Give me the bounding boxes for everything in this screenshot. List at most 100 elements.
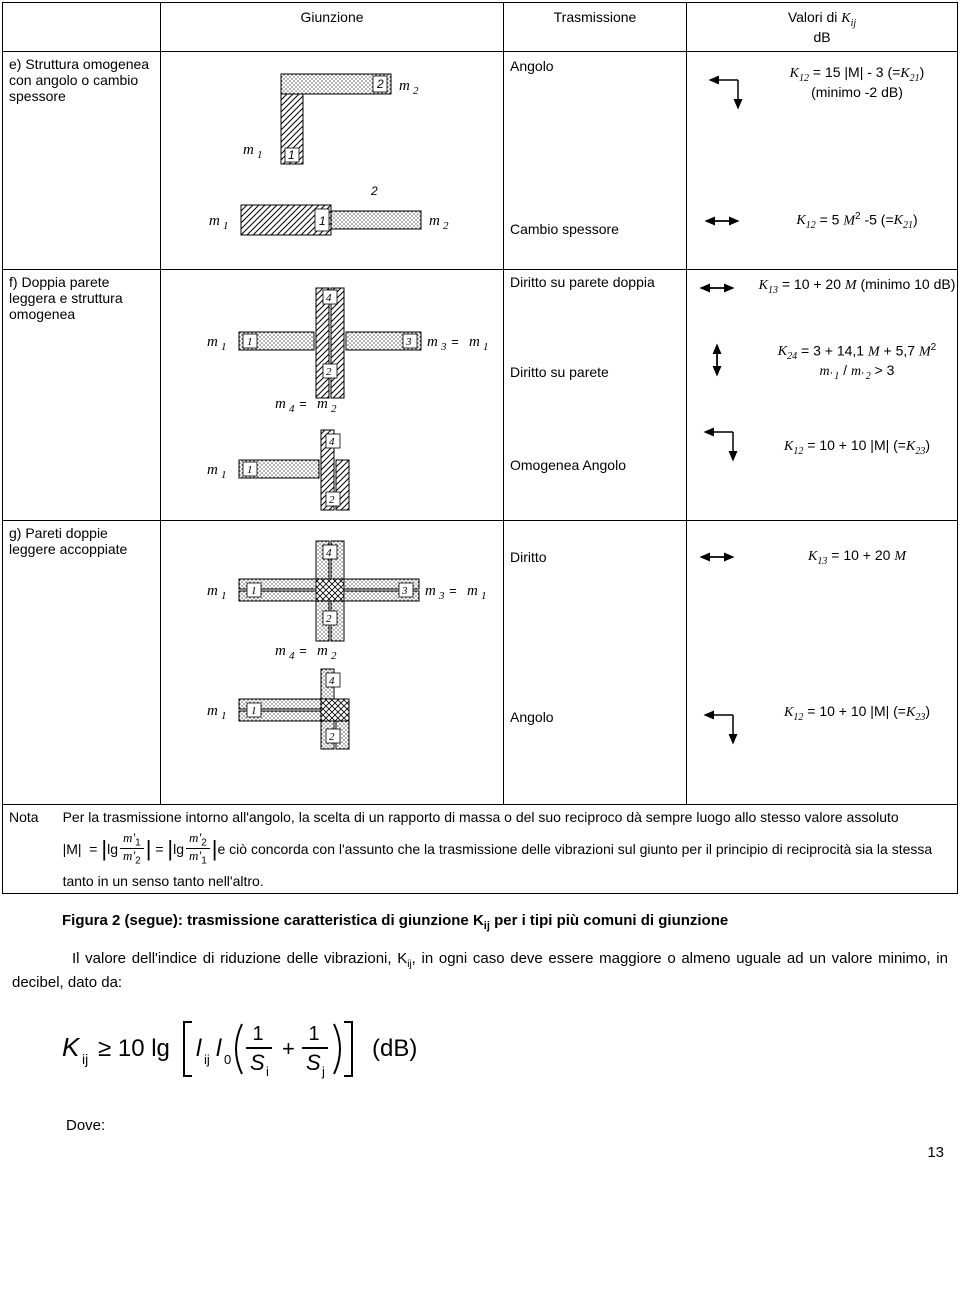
- svg-text:4: 4: [326, 547, 332, 559]
- svg-text:l: l: [196, 1035, 202, 1062]
- row-f: f) Doppia parete leggera e struttura omo…: [3, 269, 958, 520]
- svg-text:4: 4: [329, 436, 335, 448]
- svg-text:4: 4: [329, 675, 335, 687]
- header-blank: [3, 3, 161, 52]
- diagram-g-angle: 4 2 1 m1: [161, 661, 503, 756]
- svg-text:1: 1: [221, 710, 227, 722]
- body-paragraph: Il valore dell'indice di riduzione delle…: [12, 948, 948, 995]
- val-g-1: K13 = 10 + 20 M: [757, 547, 957, 567]
- svg-text:1: 1: [221, 469, 227, 481]
- arrow-angle-icon: [687, 703, 757, 756]
- svg-text:=: =: [449, 583, 457, 598]
- equation-kij: K ij ≥ 10 lg l ij l 0 1 S i + 1 S j (dB): [62, 1014, 958, 1087]
- svg-text:m: m: [275, 643, 286, 659]
- svg-text:m: m: [209, 213, 220, 229]
- svg-text:1: 1: [481, 590, 487, 602]
- val-f-2: K24 = 3 + 14,1 M + 5,7 M2 m' 1 / m' 2 > …: [757, 342, 957, 382]
- svg-text:m: m: [207, 334, 218, 350]
- svg-text:m: m: [427, 334, 438, 350]
- svg-text:m: m: [317, 643, 328, 659]
- row-e-label: e) Struttura omogenea con angolo o cambi…: [3, 51, 161, 269]
- arrow-updown-icon: [687, 335, 757, 388]
- trans-e-cambio: Cambio spessore: [504, 189, 686, 269]
- junction-table: Giunzione Trasmissione Valori di Kij dB …: [2, 2, 958, 894]
- val-e-cambio: K12 = 5 M2 -5 (=K21): [757, 211, 957, 231]
- diagram-f-angle: 4 2 1 m1: [161, 420, 503, 520]
- val-f-1: K13 = 10 + 20 M (minimo 10 dB): [757, 272, 957, 296]
- svg-text:i: i: [266, 1064, 269, 1079]
- svg-text:1: 1: [221, 590, 227, 602]
- svg-text:1: 1: [288, 148, 295, 162]
- svg-text:j: j: [321, 1064, 325, 1079]
- arrow-straight-icon: [687, 211, 757, 231]
- diagram-f-cross: 4 2 1 3 m1 m3 = m1 m4 = m2: [161, 270, 503, 420]
- svg-text:4: 4: [326, 292, 332, 304]
- svg-text:m: m: [317, 396, 328, 412]
- svg-text:2: 2: [329, 494, 335, 506]
- page-number: 13: [2, 1144, 944, 1161]
- trans-f-2: Diritto su parete: [504, 333, 686, 411]
- svg-text:ij: ij: [82, 1051, 88, 1067]
- svg-text:1: 1: [251, 705, 257, 717]
- svg-text:S: S: [306, 1050, 321, 1075]
- arrow-angle-icon: [687, 420, 757, 473]
- row-e: e) Struttura omogenea con angolo o cambi…: [3, 51, 958, 269]
- nota-cell: Nota Per la trasmissione intorno all'ang…: [3, 804, 958, 893]
- svg-text:S: S: [250, 1050, 265, 1075]
- svg-text:1: 1: [251, 585, 257, 597]
- svg-text:2: 2: [413, 85, 419, 97]
- val-e-angolo: K12 = 15 |M| - 3 (=K21) (minimo -2 dB): [757, 56, 957, 100]
- svg-text:2: 2: [326, 366, 332, 378]
- svg-text:1: 1: [247, 464, 253, 476]
- row-g-label: g) Pareti doppie leggere accoppiate: [3, 520, 161, 804]
- svg-text:≥ 10 lg: ≥ 10 lg: [98, 1035, 170, 1062]
- trans-f-1: Diritto su parete doppia: [504, 270, 686, 333]
- svg-text:1: 1: [319, 214, 326, 228]
- val-f-3: K12 = 10 + 10 |M| (=K23): [757, 437, 957, 457]
- svg-text:1: 1: [247, 336, 253, 348]
- svg-text:0: 0: [224, 1052, 231, 1067]
- arrow-angle-icon: [687, 56, 757, 118]
- dove-label: Dove:: [66, 1117, 958, 1134]
- svg-text:=: =: [451, 334, 459, 349]
- arrow-straight-icon: [687, 272, 757, 301]
- svg-text:K: K: [62, 1032, 81, 1062]
- svg-text:2: 2: [376, 77, 384, 91]
- svg-text:+: +: [282, 1036, 295, 1061]
- svg-text:2: 2: [326, 613, 332, 625]
- svg-text:l: l: [216, 1035, 222, 1062]
- diagram-e-thickness: 2 1 m1 m2: [161, 177, 503, 257]
- svg-text:m: m: [425, 583, 436, 599]
- svg-text:m: m: [467, 583, 478, 599]
- svg-text:2: 2: [329, 731, 335, 743]
- svg-text:3: 3: [401, 585, 408, 597]
- svg-text:1: 1: [223, 220, 229, 232]
- header-trasmissione: Trasmissione: [504, 3, 687, 52]
- svg-text:1: 1: [257, 149, 263, 161]
- svg-text:4: 4: [289, 403, 295, 415]
- svg-text:1: 1: [252, 1023, 263, 1045]
- row-f-label: f) Doppia parete leggera e struttura omo…: [3, 269, 161, 520]
- svg-text:3: 3: [405, 336, 412, 348]
- svg-text:2: 2: [370, 184, 378, 198]
- val-g-2: K12 = 10 + 10 |M| (=K23): [757, 703, 957, 723]
- svg-text:m: m: [399, 78, 410, 94]
- row-g: g) Pareti doppie leggere accoppiate 4 2: [3, 520, 958, 804]
- trans-g-1: Diritto: [504, 521, 686, 689]
- svg-text:3: 3: [438, 590, 445, 602]
- header-valori: Valori di Kij dB: [687, 3, 958, 52]
- svg-text:m: m: [243, 142, 254, 158]
- svg-text:m: m: [207, 583, 218, 599]
- svg-text:=: =: [299, 396, 307, 411]
- svg-text:m: m: [275, 396, 286, 412]
- trans-e-angolo: Angolo: [504, 52, 686, 189]
- trans-g-2: Angolo: [504, 689, 686, 804]
- svg-text:m: m: [207, 462, 218, 478]
- svg-text:3: 3: [440, 341, 447, 353]
- svg-text:m: m: [429, 213, 440, 229]
- svg-text:2: 2: [331, 403, 337, 415]
- svg-text:1: 1: [221, 341, 227, 353]
- figure-caption: Figura 2 (segue): trasmissione caratteri…: [62, 912, 918, 932]
- svg-text:4: 4: [289, 650, 295, 661]
- svg-text:1: 1: [483, 341, 489, 353]
